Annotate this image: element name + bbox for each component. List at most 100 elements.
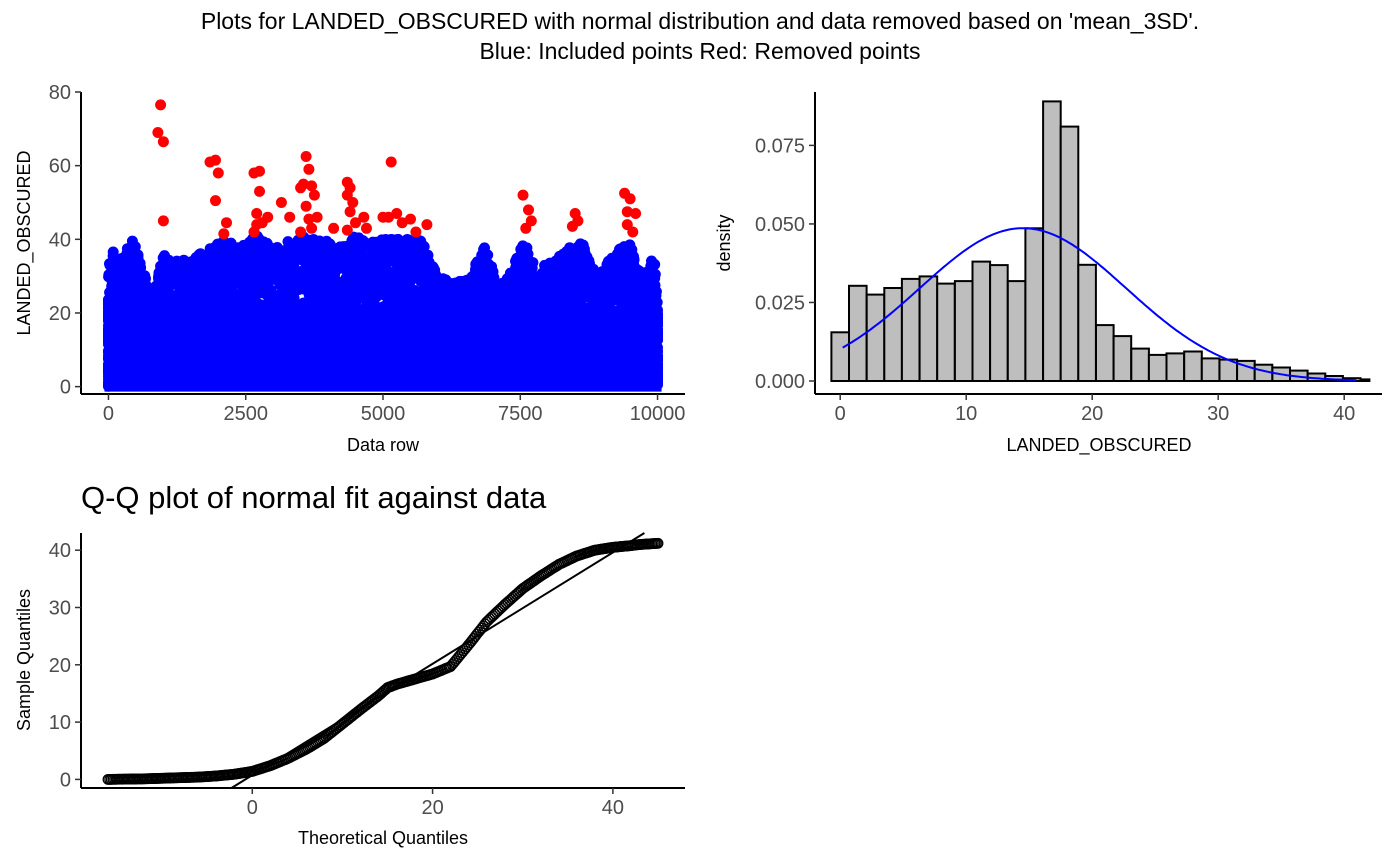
included-point: [466, 314, 478, 326]
histogram-bar: [1359, 378, 1371, 382]
included-point: [526, 290, 538, 302]
included-point: [378, 236, 390, 247]
included-point: [652, 359, 663, 370]
included-point: [554, 311, 566, 323]
included-point: [386, 253, 398, 265]
included-point: [623, 313, 635, 325]
included-point: [333, 250, 345, 261]
included-point: [408, 250, 420, 262]
removed-point: [251, 208, 263, 219]
histogram-x-tick-label: 10: [955, 403, 977, 425]
qq-reference-line: [230, 532, 645, 789]
histogram-bar: [1024, 227, 1045, 382]
histogram-x-tick-label: 30: [1207, 403, 1229, 425]
removed-point: [328, 222, 340, 234]
qq-y-axis-title: Sample Quantiles: [14, 589, 34, 731]
included-point: [365, 284, 377, 296]
included-point: [263, 253, 275, 265]
included-point: [316, 267, 328, 279]
figure-title-block: Plots for LANDED_OBSCURED with normal di…: [0, 0, 1400, 66]
included-point: [444, 304, 456, 316]
included-point: [438, 276, 450, 288]
included-point: [309, 236, 321, 248]
removed-point: [221, 217, 232, 229]
removed-point: [152, 127, 164, 138]
histogram-x-axis-title: LANDED_OBSCURED: [1006, 435, 1191, 456]
included-point: [553, 268, 565, 280]
included-point: [613, 279, 625, 291]
removed-point: [627, 226, 639, 238]
scatter-x-axis-title: Data row: [347, 435, 420, 455]
included-point: [103, 376, 114, 388]
removed-point: [383, 211, 394, 223]
removed-point: [303, 163, 315, 175]
included-point: [308, 250, 320, 262]
included-point: [536, 278, 548, 290]
included-point: [380, 272, 392, 283]
included-point: [121, 261, 133, 273]
removed-point: [306, 222, 318, 234]
histogram-bar: [989, 264, 1009, 383]
scatter-x-tick-label: 7500: [498, 403, 543, 425]
qq-x-axis-title: Theoretical Quantiles: [298, 828, 468, 848]
histogram-panel: 0 10 20 30 40 0.000 0.025 0.050 0.075 LANDED_OBS…: [714, 92, 1382, 456]
histogram-x-tick-label: 40: [1333, 403, 1355, 425]
included-point: [290, 249, 302, 261]
included-point: [357, 292, 369, 304]
scatter-y-axis-title: LANDED_OBSCURED: [14, 150, 35, 335]
removed-point: [262, 211, 274, 223]
included-point: [123, 273, 134, 284]
removed-point: [311, 211, 323, 223]
removed-point: [284, 211, 296, 223]
included-point: [642, 294, 654, 306]
scatter-panel: 0 2500 5000 7500 10000 0 20 40 60 80 Data row LAN…: [14, 82, 685, 455]
removed-point: [624, 193, 636, 205]
included-point: [550, 255, 562, 267]
included-point: [487, 284, 499, 296]
normal-fit-curve: [842, 227, 1357, 382]
removed-point: [347, 197, 359, 208]
included-point: [652, 333, 663, 345]
histogram-bar: [865, 293, 886, 383]
included-point: [562, 263, 574, 275]
included-point: [632, 289, 644, 301]
included-point: [407, 288, 419, 300]
included-point: [108, 277, 120, 289]
included-point: [222, 307, 234, 319]
removed-point: [572, 215, 584, 227]
included-point: [260, 263, 272, 274]
included-point: [113, 289, 125, 301]
included-point: [575, 242, 587, 254]
removed-point: [523, 204, 534, 216]
included-point: [103, 297, 114, 309]
included-point: [356, 242, 368, 254]
included-point: [575, 304, 587, 316]
included-point: [163, 281, 175, 293]
included-point: [584, 291, 595, 303]
removed-point: [344, 206, 356, 218]
qq-x-tick-label: 20: [421, 797, 443, 819]
removed-point: [275, 197, 287, 208]
histogram-axes: 0 10 20 30 40 0.000 0.025 0.050 0.075: [755, 92, 1382, 425]
histogram-bar: [1006, 280, 1027, 383]
included-point: [614, 289, 626, 301]
qq-axes: 0 20 40 0 10 20 30 40: [49, 533, 685, 819]
included-point: [461, 299, 473, 311]
histogram-bar: [1059, 125, 1080, 382]
removed-point: [517, 189, 529, 201]
included-point: [524, 258, 536, 270]
removed-point: [210, 195, 221, 207]
included-point: [363, 274, 375, 286]
included-point: [638, 303, 650, 315]
removed-point: [155, 99, 167, 111]
histogram-bar: [883, 287, 903, 382]
included-point: [282, 309, 294, 321]
included-point: [341, 240, 353, 252]
included-point: [651, 296, 662, 308]
included-point: [281, 288, 293, 300]
removed-point: [396, 217, 408, 229]
scatter-y-tick-label: 40: [49, 229, 71, 251]
included-point: [350, 251, 362, 263]
included-point: [335, 290, 347, 302]
qq-y-tick-label: 30: [49, 597, 71, 619]
